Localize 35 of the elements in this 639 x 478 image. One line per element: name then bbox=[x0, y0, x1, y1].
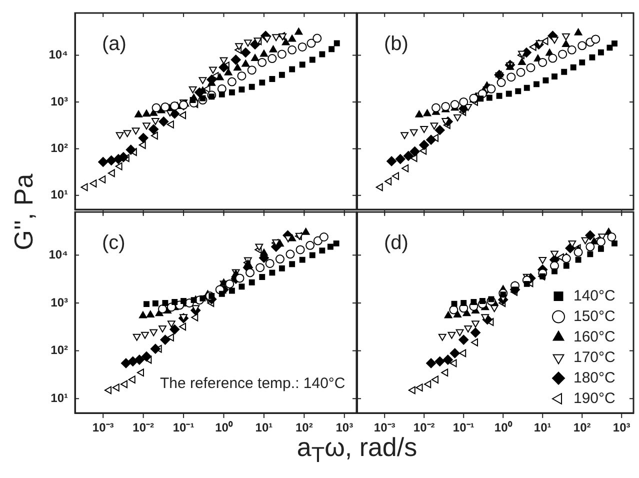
x-tick-label: 10¹ bbox=[534, 420, 552, 434]
legend-label: 150°C bbox=[574, 308, 616, 325]
y-tick-label: 10¹ bbox=[50, 188, 68, 202]
y-tick-label: 10³ bbox=[50, 295, 68, 310]
annotation: (b) bbox=[384, 33, 408, 55]
x-tick-label: 10¹ bbox=[255, 420, 273, 434]
x-tick-label: 10⁰ bbox=[215, 420, 234, 434]
annotation: (d) bbox=[384, 232, 408, 254]
legend-label: 170°C bbox=[574, 348, 616, 366]
x-tick-label: 10² bbox=[573, 420, 591, 434]
x-tick-label: 10⁻³ bbox=[374, 420, 396, 434]
x-tick-label: 10³ bbox=[336, 420, 354, 434]
x-tick-label: 10⁻² bbox=[413, 420, 435, 434]
legend-label: 190°C bbox=[574, 390, 616, 407]
y-tick-label: 10⁴ bbox=[48, 247, 68, 262]
y-tick-label: 10² bbox=[50, 343, 68, 358]
legend-label: 140°C bbox=[574, 287, 616, 304]
x-tick-label: 10⁻¹ bbox=[172, 420, 194, 434]
x-tick-label: 10⁻¹ bbox=[452, 420, 474, 434]
annotation: (a) bbox=[102, 33, 126, 55]
annotation: (c) bbox=[102, 232, 126, 254]
x-tick-label: 10⁻² bbox=[132, 420, 154, 434]
y-tick-label: 10⁴ bbox=[48, 48, 68, 62]
x-tick-label: 10³ bbox=[612, 420, 630, 434]
x-tick-label: 10⁰ bbox=[494, 420, 513, 434]
y-tick-label: 10¹ bbox=[50, 390, 68, 405]
y-tick-label: 10² bbox=[50, 141, 68, 156]
annotation: The reference temp.: 140°C bbox=[160, 375, 346, 392]
y-tick-label: 10³ bbox=[50, 94, 68, 108]
x-tick-label: 10² bbox=[296, 420, 313, 434]
y-axis-title: G'', Pa bbox=[8, 174, 40, 250]
x-tick-label: 10⁻³ bbox=[92, 420, 114, 434]
x-axis-title: a$_{T}$ω, rad/s bbox=[296, 432, 418, 468]
legend-label: 160°C bbox=[574, 328, 616, 346]
legend-label: 180°C bbox=[574, 369, 616, 386]
